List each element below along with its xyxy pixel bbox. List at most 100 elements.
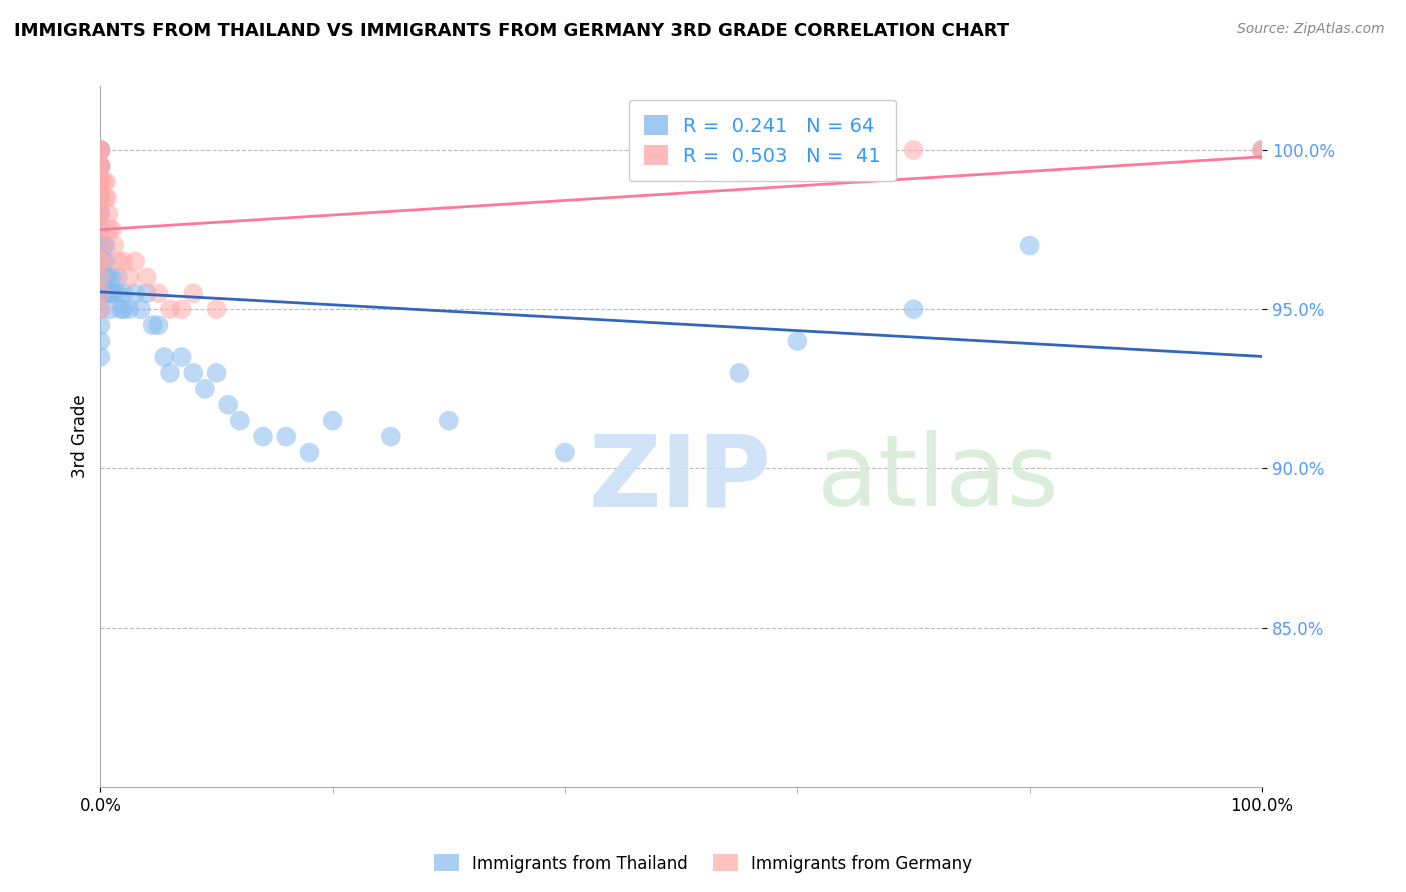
Point <box>181 286 204 301</box>
Point <box>89 286 111 301</box>
Point <box>89 254 111 268</box>
Point <box>89 254 111 268</box>
Point <box>89 350 111 364</box>
Point <box>89 175 111 189</box>
Point <box>89 175 111 189</box>
Point <box>89 318 111 333</box>
Point <box>103 286 125 301</box>
Point <box>89 207 111 221</box>
Point <box>112 286 135 301</box>
Point <box>89 175 111 189</box>
Point <box>98 222 121 236</box>
Point <box>89 222 111 236</box>
Point <box>89 222 111 236</box>
Point <box>554 445 576 459</box>
Point <box>101 286 124 301</box>
Point <box>135 286 157 301</box>
Point <box>148 318 170 333</box>
Point <box>298 445 321 459</box>
Point <box>98 286 121 301</box>
Y-axis label: 3rd Grade: 3rd Grade <box>72 395 89 478</box>
Point <box>89 334 111 348</box>
Point <box>205 366 228 380</box>
Point <box>96 238 118 252</box>
Point <box>124 286 146 301</box>
Point <box>89 302 111 317</box>
Point <box>380 429 402 443</box>
Point <box>135 270 157 285</box>
Point <box>159 366 181 380</box>
Point <box>89 159 111 173</box>
Point <box>101 222 124 236</box>
Point <box>100 302 122 317</box>
Point <box>322 414 344 428</box>
Point <box>229 414 252 428</box>
Point <box>93 175 115 189</box>
Point <box>437 414 460 428</box>
Point <box>170 350 193 364</box>
Point <box>89 143 111 157</box>
Point <box>97 207 120 221</box>
Point <box>89 191 111 205</box>
Point <box>89 207 111 221</box>
Point <box>903 143 925 157</box>
Point <box>159 302 181 317</box>
Point <box>89 207 111 221</box>
Point <box>94 270 117 285</box>
Point <box>89 159 111 173</box>
Legend: R =  0.241   N = 64, R =  0.503   N =  41: R = 0.241 N = 64, R = 0.503 N = 41 <box>628 100 897 181</box>
Point <box>101 270 124 285</box>
Point <box>96 191 118 205</box>
Point <box>1018 238 1040 252</box>
Point <box>89 175 111 189</box>
Point <box>89 286 111 301</box>
Point <box>89 238 111 252</box>
Legend: Immigrants from Thailand, Immigrants from Germany: Immigrants from Thailand, Immigrants fro… <box>427 847 979 880</box>
Point <box>107 270 129 285</box>
Point <box>89 143 111 157</box>
Point <box>89 191 111 205</box>
Point <box>89 159 111 173</box>
Point <box>170 302 193 317</box>
Point <box>903 302 925 317</box>
Point <box>252 429 274 443</box>
Point <box>276 429 298 443</box>
Point <box>124 254 146 268</box>
Point <box>728 366 751 380</box>
Point <box>786 334 808 348</box>
Point <box>153 350 176 364</box>
Point <box>89 143 111 157</box>
Point <box>97 270 120 285</box>
Point <box>107 286 129 301</box>
Text: IMMIGRANTS FROM THAILAND VS IMMIGRANTS FROM GERMANY 3RD GRADE CORRELATION CHART: IMMIGRANTS FROM THAILAND VS IMMIGRANTS F… <box>14 22 1010 40</box>
Point <box>89 175 111 189</box>
Point <box>93 238 115 252</box>
Point <box>89 207 111 221</box>
Point <box>96 286 118 301</box>
Text: ZIP: ZIP <box>588 430 770 527</box>
Point <box>89 159 111 173</box>
Point <box>129 302 152 317</box>
Point <box>89 302 111 317</box>
Point <box>107 254 129 268</box>
Point <box>89 143 111 157</box>
Point <box>89 270 111 285</box>
Point <box>89 159 111 173</box>
Point <box>94 286 117 301</box>
Point <box>118 270 141 285</box>
Point <box>118 302 141 317</box>
Point <box>89 143 111 157</box>
Text: Source: ZipAtlas.com: Source: ZipAtlas.com <box>1237 22 1385 37</box>
Point <box>112 254 135 268</box>
Point <box>217 398 239 412</box>
Point <box>89 143 111 157</box>
Text: atlas: atlas <box>817 430 1059 527</box>
Point <box>1251 143 1274 157</box>
Point <box>1251 143 1274 157</box>
Point <box>89 270 111 285</box>
Point <box>89 238 111 252</box>
Point <box>96 175 118 189</box>
Point <box>89 191 111 205</box>
Point <box>110 302 132 317</box>
Point <box>89 254 111 268</box>
